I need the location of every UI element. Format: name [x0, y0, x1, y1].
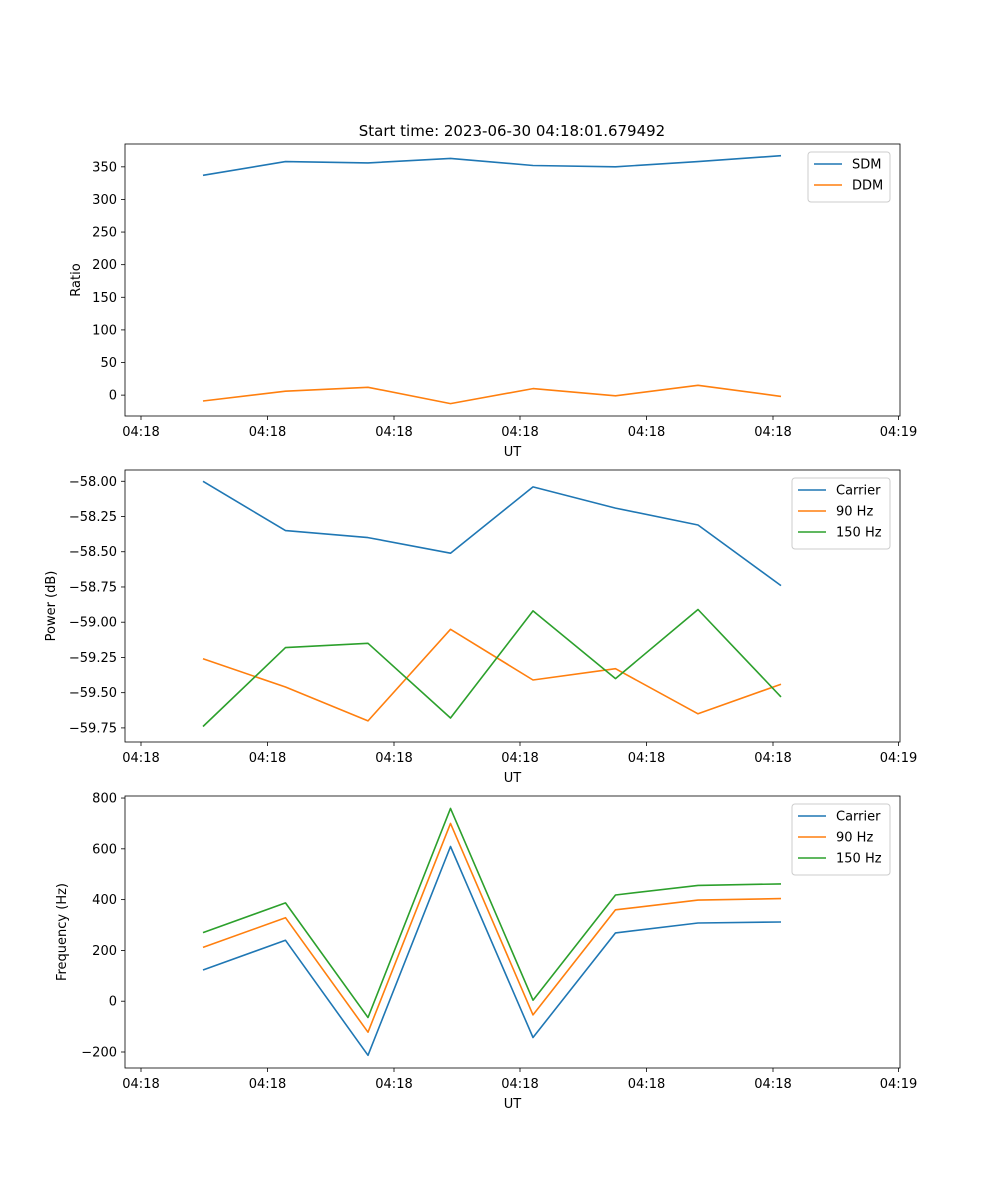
legend: Carrier 90 Hz 150 Hz	[791, 477, 891, 550]
series-line-ddm	[202, 384, 782, 405]
x-axis-label: UT	[504, 1097, 522, 1112]
legend: SDM DDM	[807, 151, 891, 203]
y-axis-label: Ratio	[69, 263, 84, 296]
y-tick-label: 200	[92, 944, 117, 959]
panel-3: 04:18 04:18 04:18 04:18 04:18 04:18 04:19 UT −20…	[55, 792, 917, 1112]
x-tick-label: 04:18	[754, 751, 791, 766]
series-line-150-hz	[202, 807, 782, 1019]
series-line-carrier	[202, 845, 782, 1057]
series-line-90-hz	[202, 822, 782, 1033]
x-tick-label: 04:18	[375, 1077, 412, 1092]
y-tick-label: −200	[81, 1046, 117, 1061]
x-tick-label: 04:18	[628, 751, 665, 766]
y-tick-label: −58.00	[69, 475, 117, 490]
y-tick-label: 200	[92, 258, 117, 273]
y-tick-label: 100	[92, 323, 117, 338]
y-tick-label: 0	[109, 995, 117, 1010]
legend: Carrier 90 Hz 150 Hz	[791, 803, 891, 876]
y-tick-label: −58.75	[69, 580, 117, 595]
x-tick-label: 04:18	[628, 425, 665, 440]
plot-frame	[124, 795, 901, 1069]
x-tick-label: 04:18	[122, 751, 159, 766]
legend-label: 150 Hz	[836, 852, 882, 867]
y-tick-label: 150	[92, 291, 117, 306]
x-tick-label: 04:19	[880, 425, 917, 440]
x-tick-label: 04:18	[754, 425, 791, 440]
x-tick-label: 04:19	[880, 1077, 917, 1092]
series-line-sdm	[202, 154, 782, 177]
series-line-150-hz	[202, 608, 782, 728]
legend-label: Carrier	[836, 484, 881, 499]
y-tick-label: 50	[100, 356, 117, 371]
x-tick-label: 04:18	[375, 751, 412, 766]
y-tick-label: 300	[92, 193, 117, 208]
y-tick-label: −59.25	[69, 651, 117, 666]
y-tick-label: 250	[92, 226, 117, 241]
y-tick-label: 0	[109, 389, 117, 404]
legend-label: 90 Hz	[836, 505, 873, 520]
figure-title: Start time: 2023-06-30 04:18:01.679492	[359, 122, 665, 140]
x-axis-label: UT	[504, 771, 522, 786]
x-tick-label: 04:18	[122, 1077, 159, 1092]
x-axis-label: UT	[504, 445, 522, 460]
y-tick-label: −59.50	[69, 686, 117, 701]
series-line-90-hz	[202, 628, 782, 722]
panel-2: 04:18 04:18 04:18 04:18 04:18 04:18 04:19 UT −59…	[44, 469, 917, 786]
x-tick-label: 04:18	[754, 1077, 791, 1092]
y-tick-label: 400	[92, 893, 117, 908]
x-tick-label: 04:18	[249, 751, 286, 766]
plot-frame	[124, 469, 901, 743]
x-tick-label: 04:19	[880, 751, 917, 766]
legend-label: DDM	[852, 179, 883, 194]
x-tick-label: 04:18	[249, 425, 286, 440]
y-tick-label: −58.50	[69, 545, 117, 560]
x-tick-label: 04:18	[628, 1077, 665, 1092]
y-tick-label: 350	[92, 160, 117, 175]
x-tick-label: 04:18	[501, 1077, 538, 1092]
y-tick-label: 800	[92, 792, 117, 807]
x-tick-label: 04:18	[249, 1077, 286, 1092]
legend-label: SDM	[852, 158, 881, 173]
x-tick-label: 04:18	[375, 425, 412, 440]
y-tick-label: −58.25	[69, 510, 117, 525]
y-axis-label: Frequency (Hz)	[55, 883, 70, 981]
y-tick-label: 600	[92, 842, 117, 857]
panel-1: 04:18 04:18 04:18 04:18 04:18 04:18 04:19 UT 0 50…	[69, 143, 917, 460]
x-tick-label: 04:18	[122, 425, 159, 440]
y-tick-label: −59.00	[69, 616, 117, 631]
x-tick-label: 04:18	[501, 751, 538, 766]
series-line-carrier	[202, 480, 782, 587]
legend-label: 150 Hz	[836, 526, 882, 541]
legend-label: 90 Hz	[836, 831, 873, 846]
y-axis-label: Power (dB)	[44, 571, 59, 642]
x-tick-label: 04:18	[501, 425, 538, 440]
plot-frame	[124, 143, 901, 417]
legend-label: Carrier	[836, 810, 881, 825]
y-tick-label: −59.75	[69, 721, 117, 736]
